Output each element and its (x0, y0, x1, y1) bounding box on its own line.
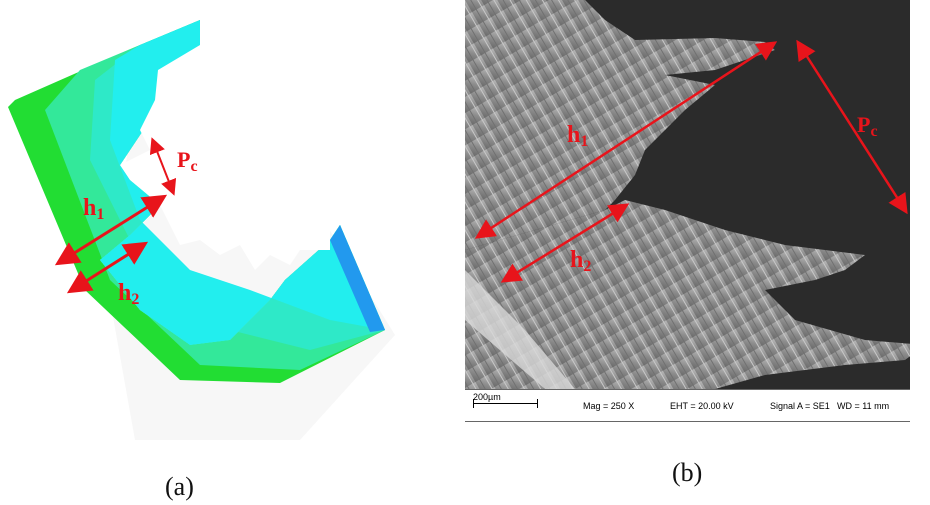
caption-b: (b) (672, 458, 703, 487)
label-h2: h2 (118, 280, 139, 308)
bright-free-edge (465, 270, 575, 389)
label-h2: h2 (570, 247, 591, 275)
panel-b-sem-image: h1 h2 Pc (465, 0, 910, 389)
pc-arrow (796, 39, 908, 215)
magnification: Mag = 250 X (583, 401, 635, 411)
scale-bar-tick-left (473, 399, 474, 408)
eht-voltage: EHT = 20.00 kV (670, 401, 734, 411)
panel-a-simulation: h1 h2 Pc (8, 20, 395, 440)
scale-length: 200µm (473, 392, 501, 402)
scale-bar-line (473, 403, 537, 404)
label-pc: Pc (857, 112, 878, 140)
label-h1: h1 (83, 195, 104, 223)
label-pc: Pc (177, 147, 198, 175)
caption-a: (a) (165, 472, 194, 501)
h2-arrow (500, 203, 630, 283)
chip-edge-band (330, 225, 385, 332)
signal-type: Signal A = SE1 (770, 401, 830, 411)
pc-arrow (149, 137, 177, 196)
sem-info-bar: 200µm Mag = 250 X EHT = 20.00 kV Signal … (465, 389, 910, 422)
scale-bar-tick-right (537, 399, 538, 408)
chip-serrated-gap (120, 20, 330, 270)
h2-arrow (66, 241, 149, 294)
label-h1: h1 (567, 122, 588, 150)
chip-inner-band (100, 20, 385, 345)
working-distance: WD = 11 mm (837, 401, 890, 411)
